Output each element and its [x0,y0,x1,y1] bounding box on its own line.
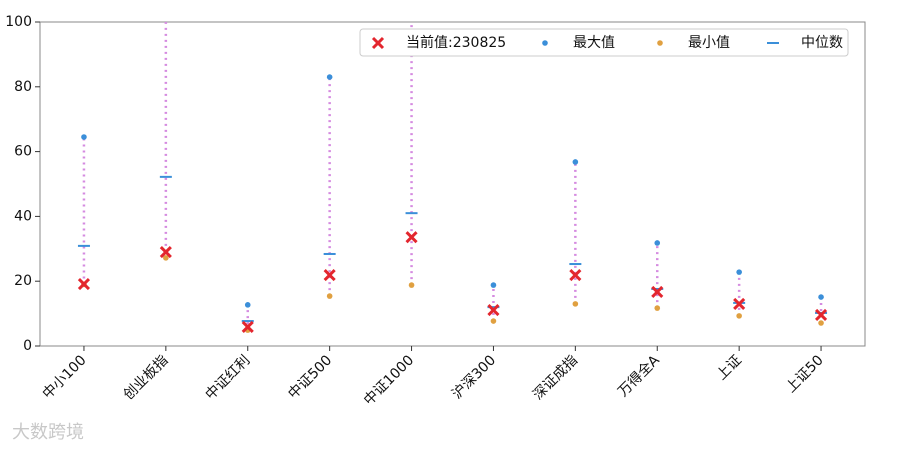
x-tick-label: 中证1000 [361,352,417,408]
current-marker [569,268,582,282]
max-dot [326,74,333,80]
x-stroke [323,268,336,282]
current-marker [159,245,172,259]
max-dot [572,159,579,165]
y-tick-label: 0 [23,338,32,354]
legend-box [359,28,849,57]
x-stroke [77,278,91,291]
x-stroke [733,297,746,310]
legend-label: 最小值 [688,35,730,51]
x-tick-label: 中证红利 [202,352,253,403]
min-dot [326,293,333,299]
x-stroke [159,245,172,259]
y-tick-label: 20 [14,273,32,289]
legend: 当前值:230825 最大值 最小值 中位数 [359,28,849,57]
legend-label: 中位数 [801,35,843,51]
x-tick-label: 深证成指 [530,352,581,403]
x-tick-label: 创业板指 [121,352,172,403]
legend-marker [542,40,548,46]
plot-area [77,3,828,333]
max-dot [490,282,497,288]
y-tick-label: 40 [14,208,32,224]
y-tick-label: 100 [5,14,32,30]
x-tick-label: 上证 [714,352,745,383]
current-marker [651,285,664,298]
x-stroke [569,268,582,282]
x-tick-label: 万得全A [614,351,663,400]
max-dot [818,294,824,300]
current-marker [487,303,500,317]
min-dot [572,301,579,307]
min-dot [163,255,169,261]
legend-marker [657,40,663,46]
min-dot [818,320,824,326]
x-tick-label: 上证50 [783,352,827,396]
max-dot [409,3,415,9]
current-marker [814,308,828,321]
min-dot [654,305,661,311]
current-marker [77,278,91,291]
legend-label: 最大值 [573,35,615,51]
x-tick-label: 中小100 [40,352,90,402]
current-marker [323,268,336,282]
legend-marker [371,36,385,50]
x-tick-label: 中证500 [285,352,335,402]
max-dot [654,240,661,246]
min-dot [408,282,415,288]
max-dot [244,302,251,308]
max-dot [81,134,87,140]
current-marker [733,297,746,310]
x-stroke [487,303,500,317]
current-marker [241,320,254,333]
watermark: 大数跨境 [12,422,84,443]
current-marker [405,231,418,244]
x-stroke [814,308,828,321]
min-dot [490,318,497,324]
x-tick-label: 沪深300 [449,352,499,402]
y-tick-label: 60 [14,144,32,160]
max-dot [736,269,742,275]
plot-frame [39,21,866,347]
x-stroke [241,320,254,333]
x-stroke [651,285,664,298]
y-tick-label: 80 [14,79,32,95]
legend-label: 当前值:230825 [406,34,506,51]
x-stroke [405,231,418,244]
min-dot [736,313,742,319]
